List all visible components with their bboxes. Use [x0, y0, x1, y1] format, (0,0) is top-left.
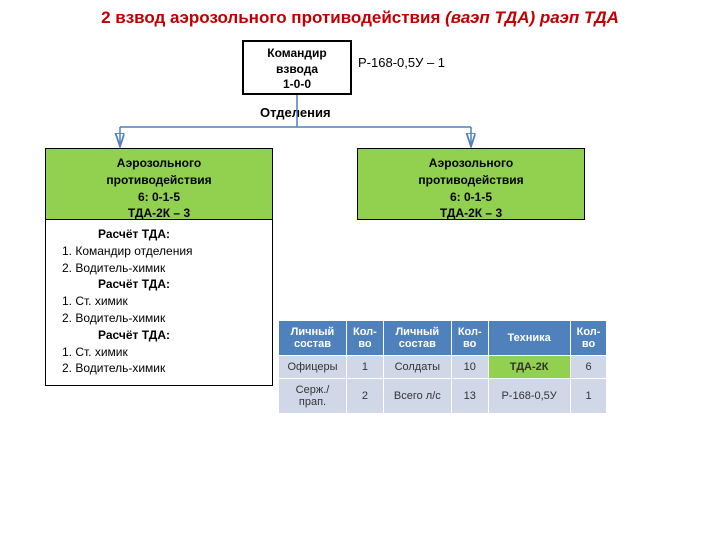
commander-line3: 1-0-0 [246, 77, 348, 93]
commander-box: Командир взвода 1-0-0 [242, 40, 352, 95]
commander-line1: Командир [246, 46, 348, 62]
th-c4: Кол-во [451, 321, 488, 356]
detail-h3: Расчёт ТДА: [50, 327, 268, 344]
commander-line2: взвода [246, 62, 348, 78]
td: 1 [570, 379, 607, 414]
td: Всего л/с [383, 379, 451, 414]
unit-right: Аэрозольного противодействия 6: 0-1-5 ТД… [357, 148, 585, 220]
td: 13 [451, 379, 488, 414]
td: 6 [570, 356, 607, 379]
table-header-row: Личный состав Кол-во Личный состав Кол-в… [279, 321, 607, 356]
th-c2: Кол-во [347, 321, 384, 356]
td: 1 [347, 356, 384, 379]
detail-r1: 1. Командир отделения [50, 243, 268, 260]
unit-right-l1: Аэрозольного [362, 155, 580, 172]
unit-right-l2: противодействия [362, 172, 580, 189]
title-part3: раэп ТДА [540, 8, 619, 27]
th-c5: Техника [488, 321, 570, 356]
detail-h1: Расчёт ТДА: [50, 226, 268, 243]
detail-r2: 2. Водитель-химик [50, 260, 268, 277]
td: 2 [347, 379, 384, 414]
summary-table: Личный состав Кол-во Личный состав Кол-в… [278, 320, 607, 414]
unit-right-l3: 6: 0-1-5 [362, 189, 580, 206]
td: 10 [451, 356, 488, 379]
detail-box: Расчёт ТДА: 1. Командир отделения 2. Вод… [45, 220, 273, 386]
unit-right-l4: ТДА-2К – 3 [362, 205, 580, 222]
unit-left: Аэрозольного противодействия 6: 0-1-5 ТД… [45, 148, 273, 220]
connector-lines [0, 95, 720, 155]
td: Р-168-0,5У [488, 379, 570, 414]
table-row: Офицеры 1 Солдаты 10 ТДА-2К 6 [279, 356, 607, 379]
td: Офицеры [279, 356, 347, 379]
td: Солдаты [383, 356, 451, 379]
th-c3: Личный состав [383, 321, 451, 356]
title-part2: (ваэп ТДА) [445, 8, 540, 27]
detail-h2: Расчёт ТДА: [50, 276, 268, 293]
detail-r3: 1. Ст. химик [50, 293, 268, 310]
radio-label: Р-168-0,5У – 1 [358, 55, 445, 70]
unit-left-l2: противодействия [50, 172, 268, 189]
unit-left-l3: 6: 0-1-5 [50, 189, 268, 206]
table-row: Серж./прап. 2 Всего л/с 13 Р-168-0,5У 1 [279, 379, 607, 414]
detail-r6: 2. Водитель-химик [50, 360, 268, 377]
page-title: 2 взвод аэрозольного противодействия (ва… [20, 8, 700, 28]
detail-r4: 2. Водитель-химик [50, 310, 268, 327]
th-c6: Кол-во [570, 321, 607, 356]
td: Серж./прап. [279, 379, 347, 414]
td-highlight: ТДА-2К [488, 356, 570, 379]
unit-left-l1: Аэрозольного [50, 155, 268, 172]
th-c1: Личный состав [279, 321, 347, 356]
title-part1: 2 взвод аэрозольного противодействия [101, 8, 445, 27]
detail-r5: 1. Ст. химик [50, 344, 268, 361]
